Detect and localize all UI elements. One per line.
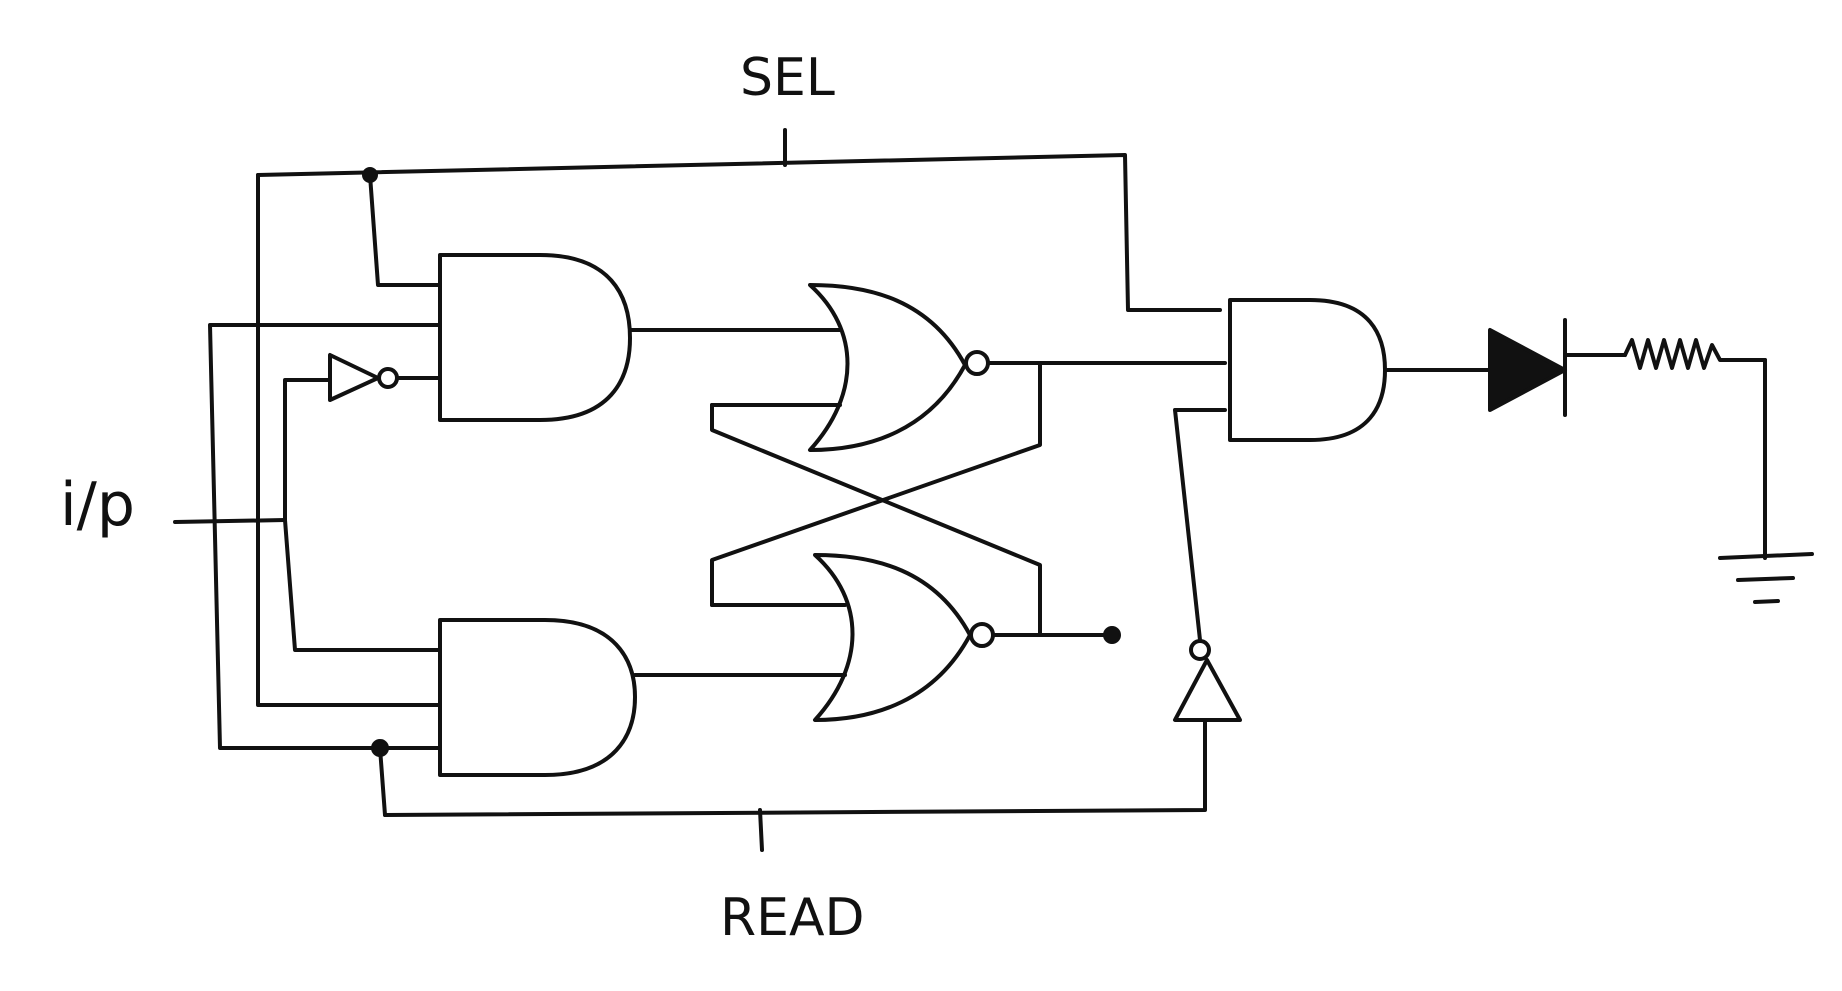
ground-symbol <box>1718 358 1814 604</box>
input-inverter <box>328 353 442 402</box>
nor-gate-bottom <box>813 553 995 722</box>
cross-coupled-feedback <box>710 361 1227 637</box>
sel-label: SEL <box>740 48 835 108</box>
nor-gate-top <box>808 283 990 452</box>
read-bus <box>208 323 1207 852</box>
read-label: READ <box>720 888 865 948</box>
sel-bus <box>256 128 1222 707</box>
read-junction-dot <box>371 739 389 757</box>
sel-junction-dot <box>362 167 378 183</box>
led-diode <box>1488 318 1627 417</box>
and-gate-top <box>438 253 632 422</box>
q-bar-output-dot <box>1103 626 1121 644</box>
input-wire <box>173 378 442 652</box>
input-label: i/p <box>60 470 135 540</box>
and-gate-bottom <box>438 618 637 777</box>
read-inverter <box>1173 408 1242 722</box>
and-gate-output <box>1228 298 1387 442</box>
resistor <box>1623 338 1767 370</box>
